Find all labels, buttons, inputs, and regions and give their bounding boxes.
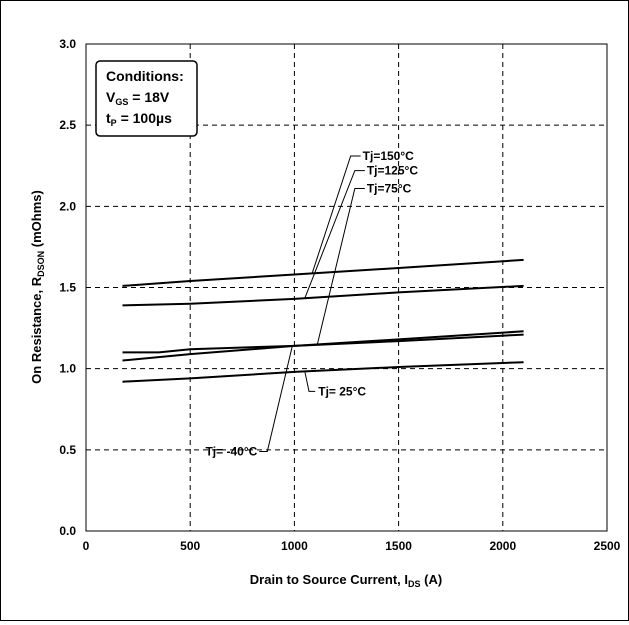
y-axis-title-unit: (mOhms): [29, 190, 44, 251]
vgs-value: = 18V: [128, 89, 170, 105]
series-line: [122, 284, 524, 307]
x-axis-title-unit: (A): [421, 572, 443, 587]
grid: [86, 44, 607, 531]
x-tick-label: 2500: [594, 539, 621, 553]
plot-area: [85, 43, 608, 532]
series-line: [122, 333, 524, 354]
y-tick-label: 2.0: [59, 199, 76, 213]
series-line: [122, 361, 524, 383]
x-tick-label: 2000: [489, 539, 516, 553]
x-tick-label: 0: [83, 539, 90, 553]
annotation-label: Tj=150°C: [363, 149, 414, 163]
annotation-label: Tj= -40°C: [205, 444, 257, 458]
vgs-subscript: GS: [115, 97, 128, 107]
tick-labels: 0 500 1000 1500 2000 2500 0.0 0.5 1.0 1.5 2.0 2.5 3.…: [59, 37, 620, 553]
y-tick-label: 1.0: [59, 362, 76, 376]
vgs-symbol: V: [106, 89, 116, 105]
y-tick-label: 2.5: [59, 118, 76, 132]
annotation-label: Tj=125°C: [367, 164, 418, 178]
annotation-leader: [259, 345, 293, 452]
y-tick-label: 0.5: [59, 443, 76, 457]
annotation-label: Tj=75°C: [367, 181, 412, 195]
conditions-box-border: [95, 60, 198, 137]
annotation-leader: [304, 371, 316, 392]
x-tick-label: 1000: [281, 539, 308, 553]
tp-value: = 100µs: [117, 110, 172, 126]
x-axis-title: Drain to Source Current, IDS (A): [250, 572, 442, 589]
conditions-box: Conditions: VGS = 18V tP = 100µs: [95, 60, 198, 137]
conditions-title: Conditions:: [106, 68, 184, 84]
annotation-leader: [311, 155, 361, 274]
conditions-tp: tP = 100µs: [106, 110, 172, 128]
y-axis-title: On Resistance, RDSON (mOhms): [29, 190, 46, 384]
series-lines: [122, 258, 524, 383]
x-tick-label: 500: [180, 539, 200, 553]
x-axis-title-sub: DS: [408, 579, 421, 589]
x-tick-label: 1500: [385, 539, 412, 553]
y-tick-label: 1.5: [59, 281, 76, 295]
tp-subscript: P: [111, 118, 117, 128]
annotation-leader: [304, 170, 365, 299]
y-tick-label: 0.0: [59, 524, 76, 538]
annotations: Tj=150°CTj=125°C Tj=75°C Tj= -40°C Tj= 25°C: [205, 149, 418, 458]
y-axis-title-sub: DSON: [36, 251, 46, 277]
annotation-leader: [316, 187, 365, 345]
y-tick-label: 3.0: [59, 37, 76, 51]
x-axis-title-main: Drain to Source Current, I: [250, 572, 408, 587]
conditions-vgs: VGS = 18V: [106, 89, 170, 107]
y-axis-title-main: On Resistance, R: [29, 276, 44, 384]
tp-symbol: t: [106, 110, 111, 126]
series-line: [122, 330, 524, 362]
annotation-label: Tj= 25°C: [318, 384, 366, 398]
series-line: [122, 258, 524, 287]
